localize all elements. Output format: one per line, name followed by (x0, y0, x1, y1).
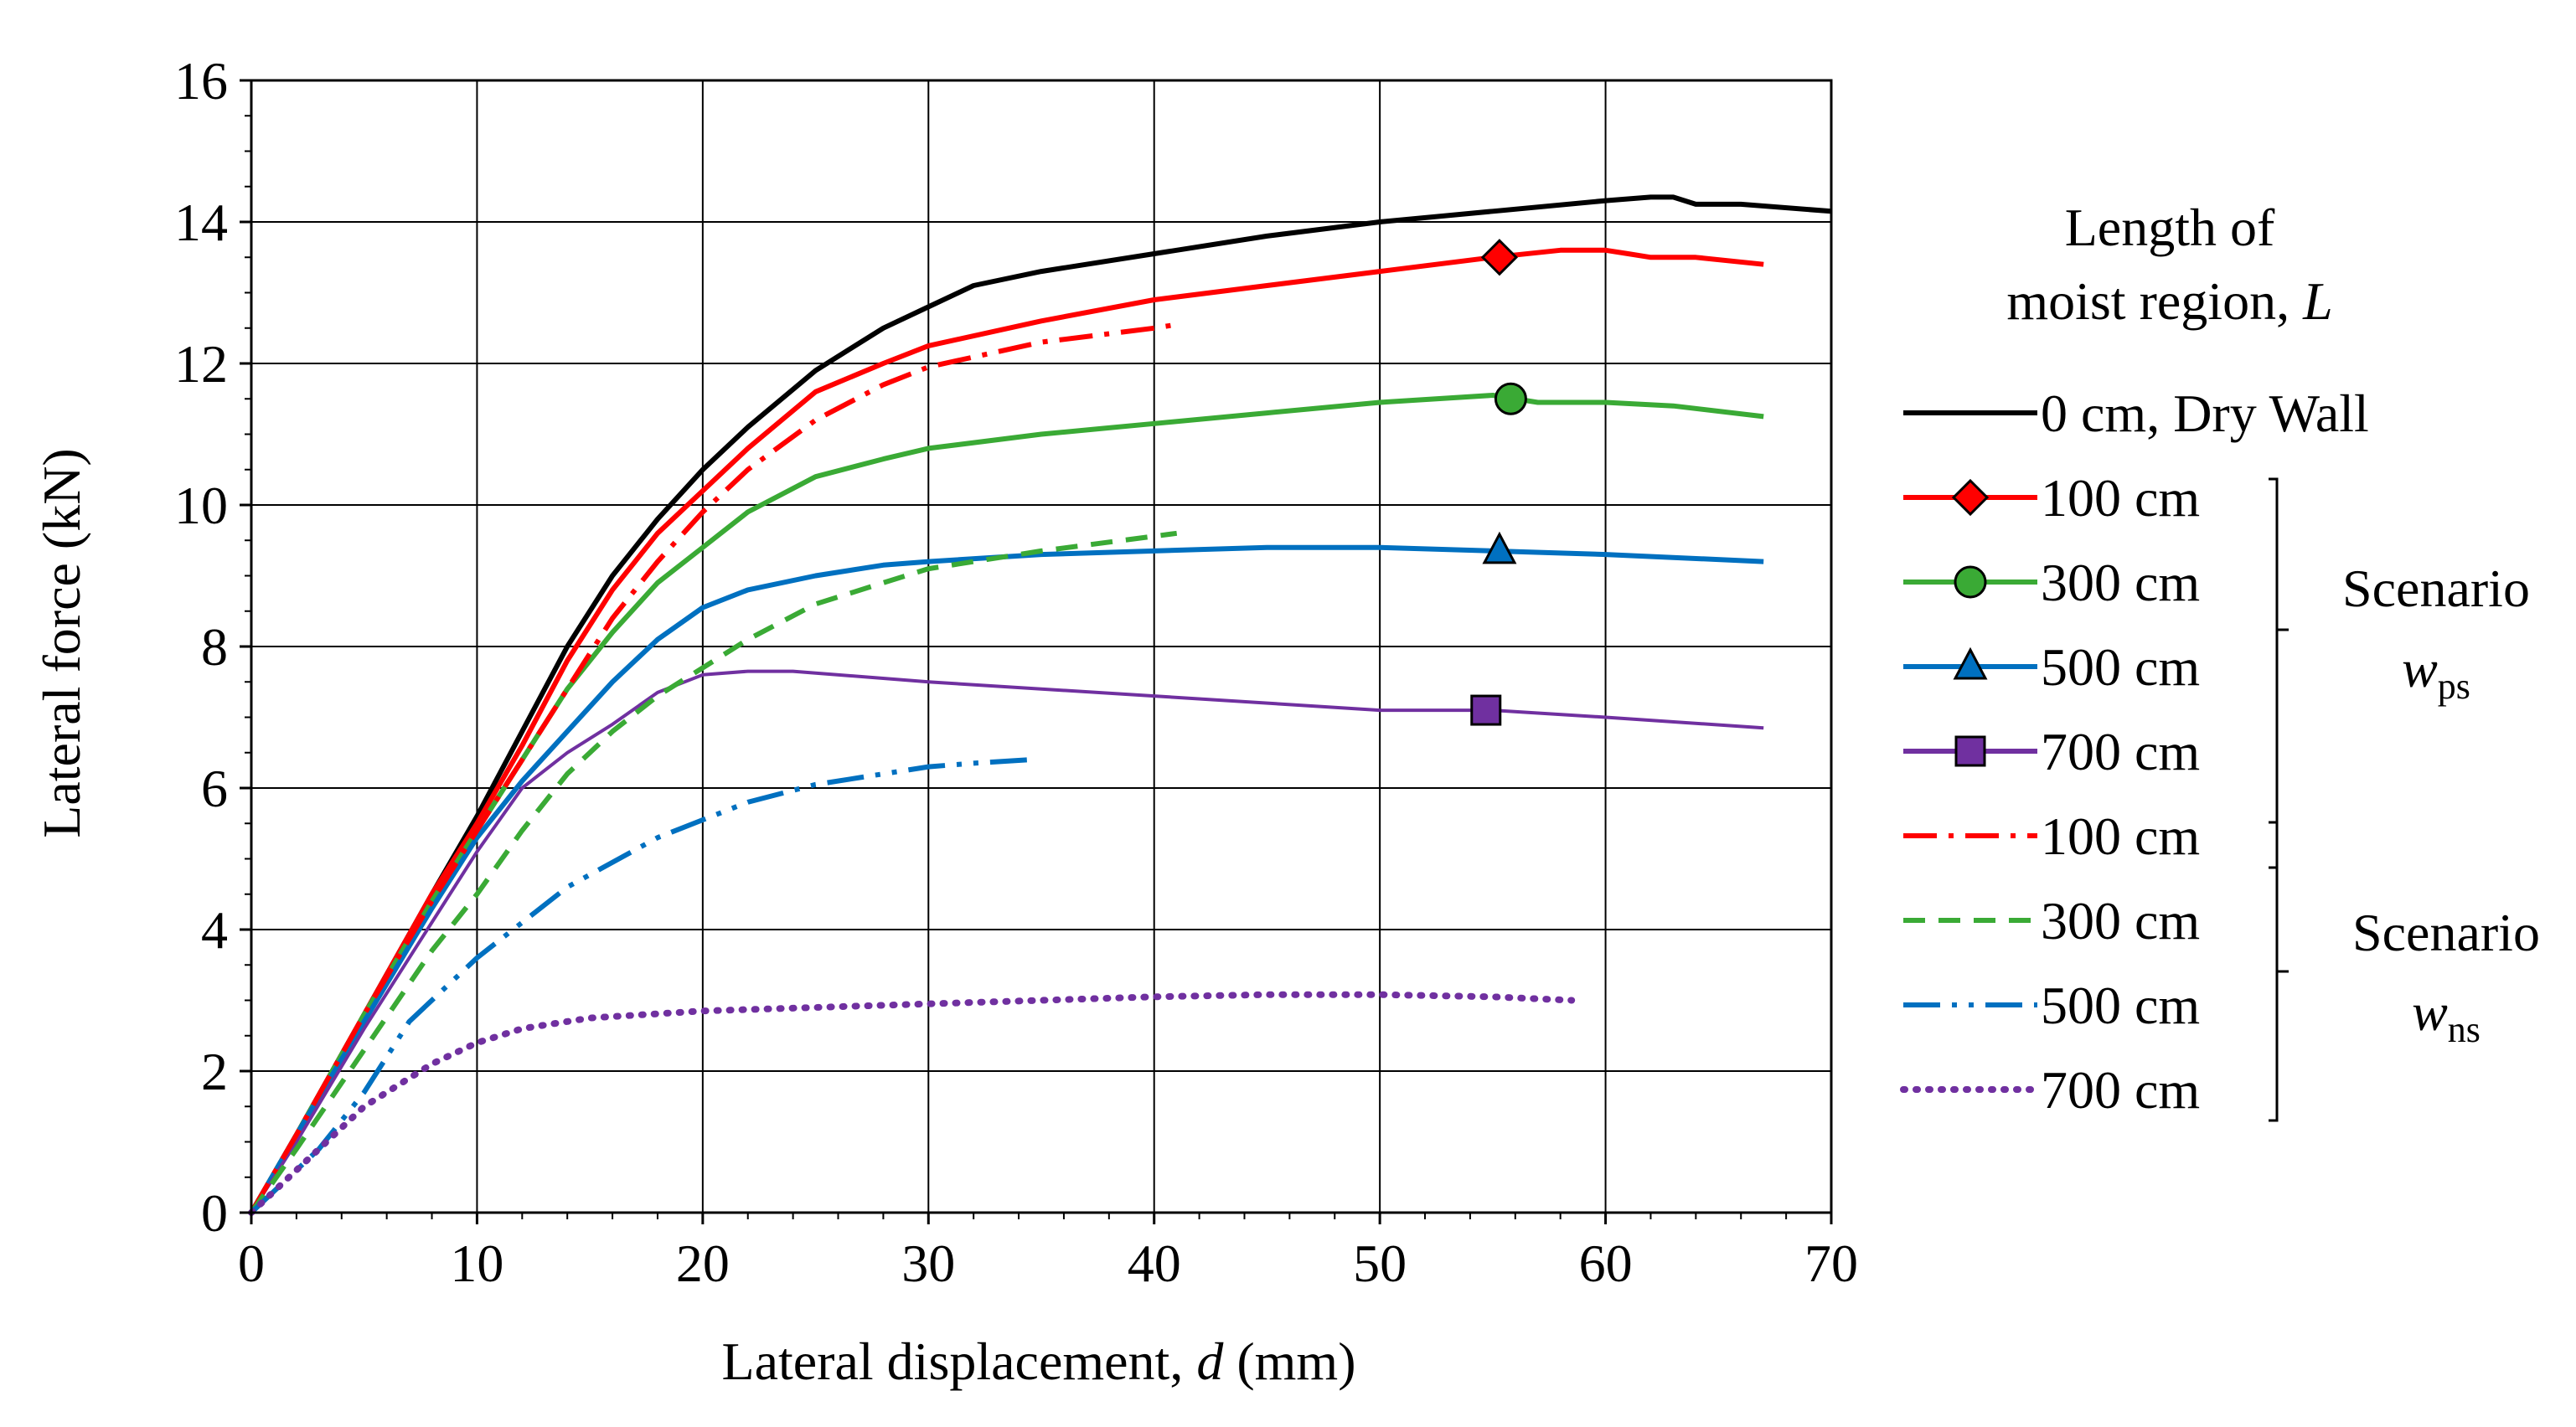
series-layer (248, 194, 1832, 1216)
x-tick-label: 70 (1804, 1234, 1858, 1293)
x-tick-label: 0 (238, 1234, 265, 1293)
legend-entry: 100 cm (1903, 468, 2200, 528)
legend-label: 700 cm (2041, 1060, 2200, 1120)
series-marker-diamond (1480, 239, 1519, 276)
legend-label: 300 cm (2041, 553, 2200, 612)
legend-label: 500 cm (2041, 976, 2200, 1035)
y-tick-label: 10 (174, 476, 228, 535)
legend-entry: 300 cm (1903, 553, 2200, 612)
series-line-ns-6 (249, 530, 1178, 1214)
series-line-ps-3 (249, 544, 1764, 1214)
legend-entry: 0 cm, Dry Wall (1903, 384, 2369, 443)
x-tick-label: 10 (450, 1234, 503, 1293)
legend-title-line2: moist region, L (2006, 271, 2332, 331)
x-tick-label: 60 (1579, 1234, 1633, 1293)
legend-group-ps-label: Scenario (2342, 559, 2530, 618)
legend-entry: 700 cm (1903, 722, 2200, 781)
y-tick-label: 14 (174, 193, 228, 252)
y-tick-label: 12 (174, 334, 228, 394)
y-tick-label: 16 (174, 51, 228, 111)
legend-bracket-ns (2269, 821, 2289, 1122)
legend-title-line1: Length of (2065, 198, 2275, 257)
legend-label: 100 cm (2041, 468, 2200, 528)
legend: Length of moist region, L 0 cm, Dry Wall… (1900, 198, 2540, 1122)
legend-label: 0 cm, Dry Wall (2041, 384, 2369, 443)
legend-group-ns-label: Scenario (2352, 903, 2540, 962)
series-marker-triangle (1482, 531, 1517, 564)
legend-group-ns-symbol: wns (2412, 982, 2480, 1050)
series-line-ns-7 (249, 757, 1030, 1215)
series-line-dry-0 (249, 194, 1832, 1214)
axis-ticks: 0 10 20 30 40 50 60 70 0 2 4 6 8 10 12 14 16 (174, 51, 1858, 1293)
series-line-ps-1 (249, 247, 1764, 1214)
legend-label: 300 cm (2041, 891, 2200, 950)
legend-swatch-marker (1951, 478, 1990, 517)
y-tick-label: 8 (201, 617, 228, 677)
legend-swatch-marker (1954, 565, 1987, 599)
y-tick-label: 6 (201, 759, 228, 818)
x-tick-label: 20 (676, 1234, 730, 1293)
y-axis-title: Lateral force (kN) (32, 448, 91, 837)
legend-swatch-marker (1953, 647, 1988, 680)
series-line-ns-8 (248, 991, 1576, 1216)
legend-entry: 100 cm (1903, 806, 2200, 866)
x-axis-title: Lateral displacement, d (mm) (721, 1332, 1355, 1391)
legend-label: 100 cm (2041, 806, 2200, 866)
x-tick-label: 40 (1128, 1234, 1181, 1293)
legend-entry: 500 cm (1903, 637, 2200, 697)
legend-entry: 700 cm (1900, 1060, 2200, 1120)
legend-group-ps-symbol: wps (2402, 639, 2470, 707)
legend-entries: 0 cm, Dry Wall 100 cm 300 cm 500 cm 700 cm 10… (1900, 384, 2369, 1120)
x-tick-label: 50 (1353, 1234, 1407, 1293)
y-tick-label: 0 (201, 1183, 228, 1243)
legend-label: 500 cm (2041, 637, 2200, 697)
y-tick-label: 4 (201, 900, 228, 960)
series-marker-circle (1494, 382, 1527, 415)
x-tick-label: 30 (901, 1234, 955, 1293)
series-marker-square (1470, 694, 1502, 726)
legend-label: 700 cm (2041, 722, 2200, 781)
legend-entry: 500 cm (1903, 976, 2200, 1035)
y-tick-label: 2 (201, 1042, 228, 1101)
legend-bracket-ps (2269, 477, 2289, 869)
legend-swatch-marker (1954, 735, 1986, 767)
legend-entry: 300 cm (1903, 891, 2200, 950)
series-line-ns-5 (249, 322, 1178, 1214)
